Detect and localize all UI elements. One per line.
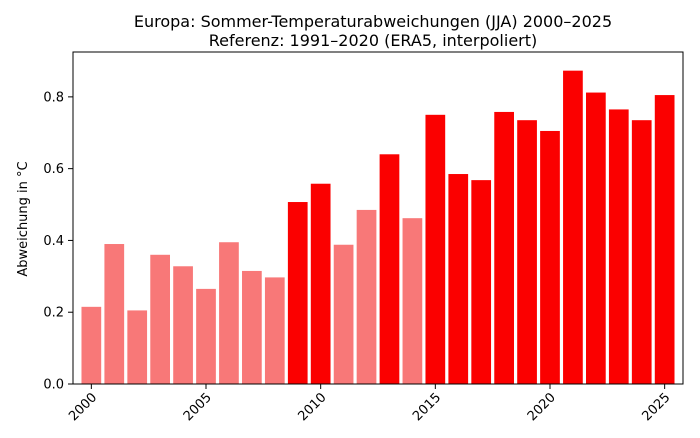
bar-2025 <box>654 95 675 384</box>
x-tick-label-4: 2020 <box>525 390 559 424</box>
bar-2001 <box>104 244 125 384</box>
bar-2007 <box>242 270 262 384</box>
bar-2022 <box>586 92 606 384</box>
y-tick-label-3: 0.6 <box>43 162 64 177</box>
x-tick-label-1: 2005 <box>181 390 215 424</box>
bar-2013 <box>379 154 400 384</box>
bar-2019 <box>517 120 537 384</box>
bar-2006 <box>219 242 239 384</box>
bar-2000 <box>81 306 102 384</box>
bars-group <box>81 70 675 385</box>
bar-2021 <box>563 70 583 384</box>
bar-2010 <box>310 183 331 384</box>
bar-2005 <box>196 288 216 384</box>
bar-2017 <box>471 180 492 384</box>
bar-2014 <box>402 218 423 384</box>
y-axis-label: Abweichung in °C <box>16 161 31 276</box>
plot-frame <box>72 51 684 385</box>
bar-2015 <box>425 114 446 384</box>
x-tick-label-0: 2000 <box>66 390 100 424</box>
bar-2020 <box>540 130 560 384</box>
x-tick-label-5: 2025 <box>639 390 673 424</box>
chart-title: Europa: Sommer-Temperaturabweichungen (J… <box>134 12 612 31</box>
bar-2012 <box>356 209 377 384</box>
bar-2016 <box>448 174 469 384</box>
bar-2008 <box>264 277 285 384</box>
bar-2004 <box>173 266 193 384</box>
bar-2003 <box>150 254 170 384</box>
y-tick-label-4: 0.8 <box>43 90 64 105</box>
bar-2024 <box>631 120 652 384</box>
bar-2023 <box>608 109 629 385</box>
y-tick-label-1: 0.2 <box>43 306 64 321</box>
x-tick-label-3: 2015 <box>410 390 444 424</box>
y-tick-label-0: 0.0 <box>43 378 64 393</box>
y-tick-label-2: 0.4 <box>43 234 64 249</box>
chart-subtitle: Referenz: 1991–2020 (ERA5, interpoliert) <box>209 31 538 50</box>
bar-2009 <box>287 202 308 384</box>
bar-2011 <box>333 244 354 384</box>
x-tick-label-2: 2010 <box>295 390 329 424</box>
bar-2018 <box>494 111 514 384</box>
bar-2002 <box>127 310 148 384</box>
